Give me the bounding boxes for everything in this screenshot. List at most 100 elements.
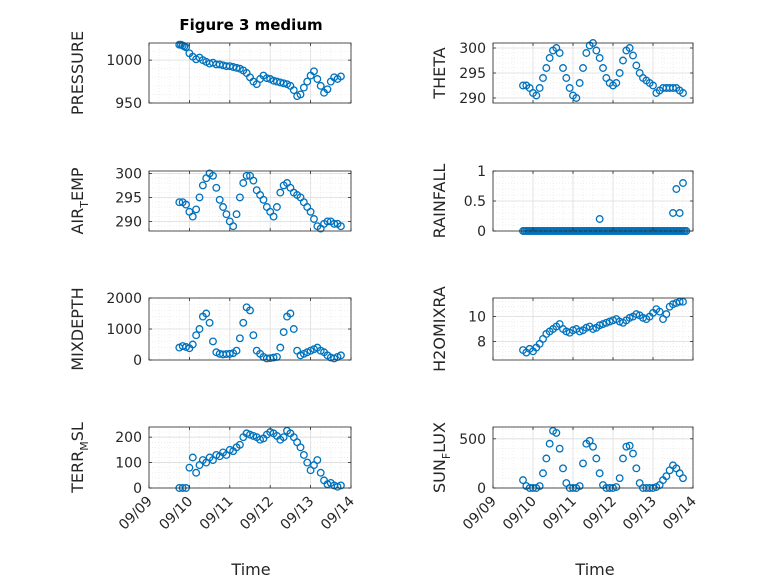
- axes-box: [492, 426, 694, 489]
- data-point: [229, 222, 238, 231]
- data-point: [675, 209, 684, 217]
- data-point: [259, 195, 268, 204]
- data-point: [178, 342, 187, 350]
- data-point: [555, 444, 564, 453]
- y-tick-label: 200: [115, 430, 142, 446]
- data-point: [545, 439, 554, 448]
- data-point: [572, 94, 581, 102]
- data-point: [589, 442, 597, 451]
- data-point: [192, 468, 201, 477]
- data-point: [279, 79, 288, 88]
- data-point: [232, 210, 241, 219]
- y-tick-label: 295: [459, 66, 486, 82]
- data-point: [675, 297, 684, 306]
- data-point: [622, 442, 631, 451]
- data-point: [188, 212, 197, 221]
- data-point: [336, 72, 345, 81]
- data-point: [212, 183, 221, 192]
- data-point: [579, 64, 587, 72]
- data-point: [629, 449, 637, 458]
- y-tick-label: 950: [115, 96, 142, 112]
- data-point: [289, 86, 298, 95]
- data-point: [559, 464, 567, 473]
- data-point: [615, 474, 624, 483]
- data-point: [336, 481, 345, 490]
- data-point: [655, 307, 664, 316]
- data-point: [235, 440, 244, 449]
- data-point: [615, 69, 624, 77]
- data-point: [575, 79, 584, 87]
- data-point: [202, 309, 211, 318]
- y-tick-label: 295: [115, 190, 142, 206]
- y-tick-label: 0: [477, 481, 486, 497]
- y-axis-label: RAINFALL: [430, 164, 449, 239]
- data-point: [209, 337, 217, 346]
- data-point: [249, 331, 258, 340]
- data-point: [215, 195, 224, 204]
- y-tick-label: 0: [133, 353, 142, 369]
- data-point: [188, 340, 197, 349]
- subplot-mixdepth: 0 1000 2000 MIXDEPTH: [68, 287, 352, 371]
- data-point: [669, 84, 677, 92]
- data-point: [239, 318, 248, 327]
- data-point: [579, 459, 587, 468]
- y-tick-label: 290: [459, 91, 486, 107]
- data-point: [222, 210, 231, 219]
- data-point: [595, 215, 604, 223]
- data-point: [539, 469, 547, 478]
- data-point: [323, 85, 332, 94]
- data-point: [562, 74, 571, 82]
- data-point: [632, 464, 641, 473]
- data-point: [612, 79, 621, 87]
- data-point: [336, 351, 345, 360]
- y-tick-label: 300: [459, 41, 486, 57]
- y-tick-label: 8: [477, 334, 486, 350]
- data-point: [539, 74, 547, 82]
- y-axis-label: MIXDEPTH: [68, 287, 87, 370]
- data-point: [182, 43, 190, 52]
- data-point: [595, 54, 604, 62]
- data-point: [296, 90, 305, 99]
- y-tick-label: 300: [115, 166, 142, 182]
- data-point: [592, 454, 601, 463]
- subplot-h2omixra: 8 10 H2OMIXRA: [430, 286, 694, 372]
- data-point: [519, 476, 527, 485]
- data-point: [313, 456, 322, 464]
- data-point: [262, 74, 271, 83]
- y-axis-label: H2OMIXRA: [430, 286, 449, 372]
- data-point: [303, 458, 312, 467]
- data-point: [235, 334, 244, 343]
- data-point: [575, 482, 584, 490]
- y-tick-label: 0.5: [464, 194, 486, 210]
- data-point: [219, 203, 228, 211]
- data-point: [625, 44, 634, 52]
- data-point: [336, 222, 345, 231]
- axes-box: [148, 170, 352, 232]
- data-point: [582, 49, 591, 57]
- y-axis-label: AIRTEMP: [68, 167, 91, 234]
- data-point: [535, 84, 544, 92]
- data-point: [192, 205, 201, 214]
- data-point: [242, 171, 251, 180]
- data-point: [182, 200, 190, 209]
- data-point: [276, 343, 285, 352]
- data-point: [303, 77, 312, 86]
- data-point: [619, 454, 627, 463]
- data-point: [232, 63, 241, 72]
- data-point: [232, 346, 241, 355]
- data-point: [299, 451, 308, 459]
- data-point: [519, 81, 527, 90]
- y-tick-label: 500: [459, 432, 486, 448]
- subplot-rainfall: 0 0.5 1 RAINFALL: [430, 164, 694, 240]
- data-point: [599, 64, 607, 72]
- data-point: [555, 49, 564, 57]
- figure-title: Figure 3 medium: [179, 16, 322, 34]
- data-point: [542, 64, 551, 72]
- subplot-pressure: 950 1000 PRESSURE: [68, 31, 352, 115]
- data-point: [299, 83, 308, 92]
- data-point: [188, 453, 197, 462]
- data-point: [269, 212, 278, 221]
- data-point: [679, 89, 687, 97]
- y-tick-label: 10: [468, 310, 486, 326]
